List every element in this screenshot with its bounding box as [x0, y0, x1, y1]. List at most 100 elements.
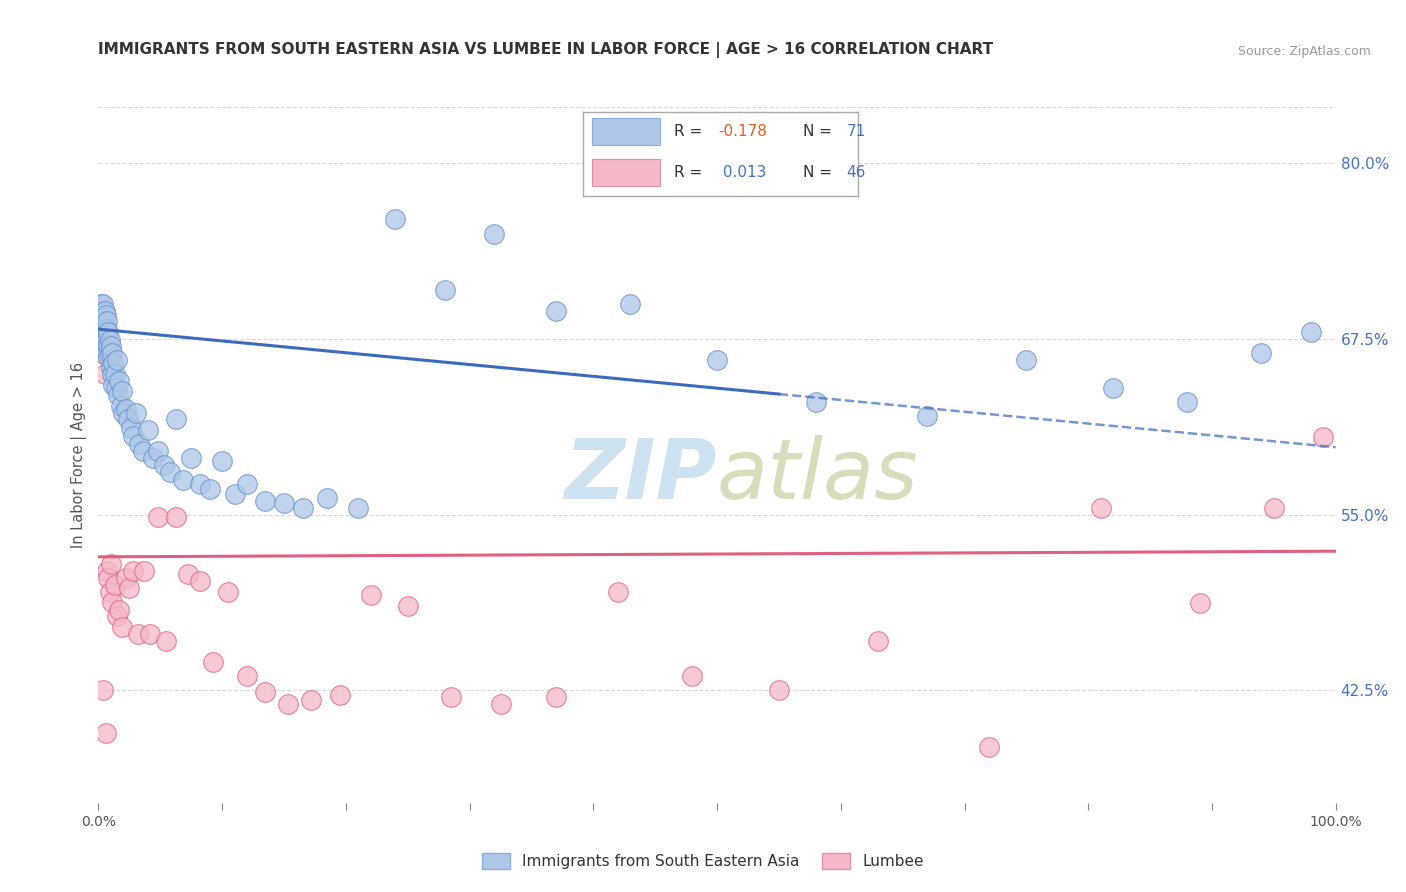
Point	[98, 334, 121, 348]
Point	[440, 690, 463, 705]
Point	[1188, 596, 1211, 610]
Point	[1175, 395, 1198, 409]
Point	[96, 332, 118, 346]
Point	[1299, 325, 1322, 339]
Point	[114, 402, 136, 417]
Point	[105, 608, 128, 623]
Point	[96, 314, 118, 328]
Legend: Immigrants from South Eastern Asia, Lumbee: Immigrants from South Eastern Asia, Lumb…	[477, 847, 929, 875]
Point	[316, 491, 339, 505]
Text: R =: R =	[673, 124, 707, 139]
Point	[132, 444, 155, 458]
Point	[97, 571, 120, 585]
Point	[97, 325, 120, 339]
Point	[489, 698, 512, 712]
Point	[93, 327, 115, 342]
Point	[91, 325, 114, 339]
Point	[146, 510, 169, 524]
Point	[124, 407, 146, 421]
Point	[120, 420, 142, 434]
Point	[706, 353, 728, 368]
Point	[236, 669, 259, 683]
Point	[91, 346, 114, 360]
Point	[1263, 500, 1285, 515]
Point	[277, 698, 299, 712]
Point	[103, 367, 125, 381]
Point	[165, 510, 187, 524]
Point	[224, 486, 246, 500]
Point	[681, 669, 703, 683]
Point	[98, 585, 121, 599]
Point	[153, 458, 176, 473]
Point	[254, 493, 277, 508]
Point	[136, 423, 159, 437]
Point	[546, 690, 568, 705]
Point	[111, 384, 134, 398]
Y-axis label: In Labor Force | Age > 16: In Labor Force | Age > 16	[72, 362, 87, 548]
Point	[101, 346, 124, 360]
Point	[94, 725, 117, 739]
Point	[299, 693, 322, 707]
Point	[93, 297, 115, 311]
Point	[1090, 500, 1112, 515]
Bar	[592, 159, 661, 186]
Text: 46: 46	[846, 165, 866, 180]
Point	[112, 407, 135, 421]
Point	[180, 451, 202, 466]
Point	[100, 339, 122, 353]
Point	[110, 400, 132, 414]
Point	[108, 374, 131, 388]
Point	[484, 227, 506, 241]
Point	[100, 360, 122, 375]
Point	[433, 283, 456, 297]
Point	[155, 634, 177, 648]
Point	[128, 437, 150, 451]
Point	[159, 466, 181, 480]
Point	[111, 620, 134, 634]
Text: atlas: atlas	[717, 435, 918, 516]
Point	[619, 297, 641, 311]
Point	[104, 381, 127, 395]
Point	[172, 473, 194, 487]
Point	[103, 378, 125, 392]
Point	[122, 564, 145, 578]
Point	[139, 627, 162, 641]
Point	[211, 454, 233, 468]
Point	[94, 322, 117, 336]
Point	[188, 476, 211, 491]
Point	[1312, 430, 1334, 444]
Point	[360, 588, 382, 602]
Point	[202, 655, 225, 669]
Point	[117, 412, 139, 426]
Point	[98, 347, 121, 361]
Point	[105, 353, 128, 368]
Point	[103, 578, 125, 592]
Point	[866, 634, 889, 648]
Text: ZIP: ZIP	[564, 435, 717, 516]
Point	[118, 581, 141, 595]
Point	[176, 566, 198, 581]
Point	[90, 325, 112, 339]
Point	[347, 500, 370, 515]
Text: -0.178: -0.178	[718, 124, 766, 139]
Point	[122, 429, 145, 443]
Point	[1015, 353, 1038, 368]
Text: 71: 71	[846, 124, 866, 139]
Point	[97, 350, 120, 364]
Point	[90, 297, 112, 311]
Point	[291, 500, 314, 515]
Point	[93, 303, 115, 318]
Text: IMMIGRANTS FROM SOUTH EASTERN ASIA VS LUMBEE IN LABOR FORCE | AGE > 16 CORRELATI: IMMIGRANTS FROM SOUTH EASTERN ASIA VS LU…	[98, 42, 994, 58]
Point	[396, 599, 419, 613]
Text: R =: R =	[673, 165, 707, 180]
Point	[101, 595, 124, 609]
Point	[91, 303, 114, 318]
Point	[165, 412, 187, 426]
Point	[93, 310, 115, 325]
Point	[134, 564, 156, 578]
Text: 0.013: 0.013	[718, 165, 766, 180]
Text: N =: N =	[803, 124, 837, 139]
Point	[107, 388, 129, 402]
Point	[93, 367, 115, 381]
Point	[329, 688, 352, 702]
